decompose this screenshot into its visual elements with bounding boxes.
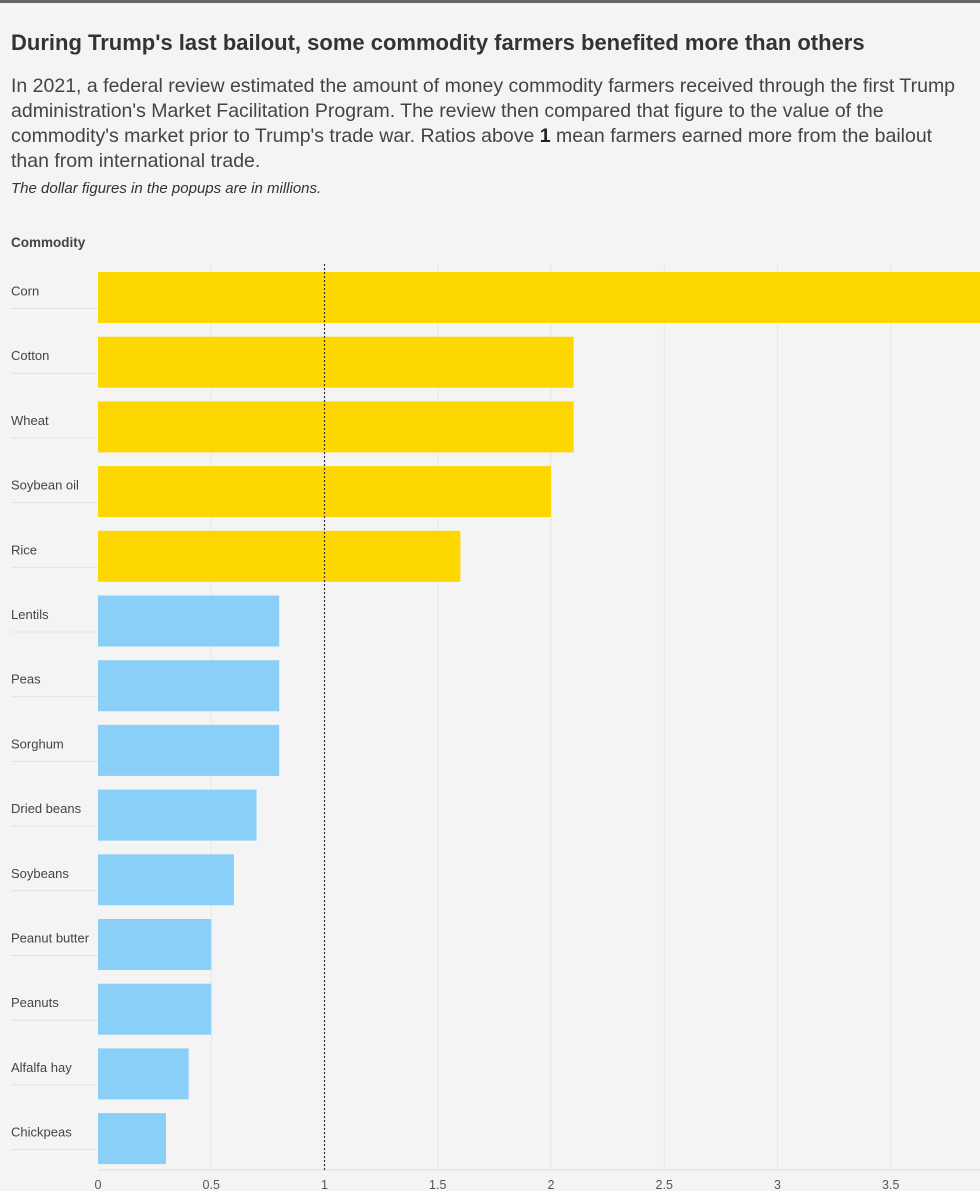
desc-line-2: administration's Market Facilitation Pro… (11, 100, 884, 122)
bar-peanut-butter (98, 919, 212, 970)
chart-note: The dollar figures in the popups are in … (11, 180, 322, 197)
bar-rice (98, 530, 461, 582)
x-tick-label: 2.5 (656, 1178, 673, 1191)
category-label: Rice (11, 542, 37, 557)
category-label: Peanuts (11, 995, 59, 1010)
category-label: Soybeans (11, 866, 69, 881)
desc-emphasis-one: 1 (539, 125, 551, 147)
chart-title: During Trump's last bailout, some commod… (11, 30, 865, 55)
y-axis-title: Commodity (11, 235, 86, 250)
category-label: Dried beans (11, 801, 82, 816)
bar-chickpeas (98, 1113, 166, 1165)
x-tick-label: 0 (95, 1178, 102, 1191)
bar-peanuts (98, 983, 212, 1035)
desc-line-1: In 2021, a federal review estimated the … (11, 75, 956, 97)
bar-wheat (98, 401, 574, 453)
category-label: Peanut butter (11, 931, 90, 946)
bar-dried-beans (98, 789, 257, 841)
desc-line-4: than from international trade. (11, 150, 261, 172)
x-tick-label: 3 (774, 1178, 781, 1191)
x-tick-label: 3.5 (882, 1178, 899, 1191)
chart-description: In 2021, a federal review estimated the … (11, 74, 980, 174)
category-label: Lentils (11, 607, 49, 622)
x-tick-label: 0.5 (203, 1178, 220, 1191)
x-tick-label: 2 (548, 1178, 555, 1191)
category-label: Peas (11, 672, 41, 687)
category-label: Chickpeas (11, 1125, 72, 1140)
bar-cotton (98, 336, 574, 388)
category-label: Corn (11, 284, 39, 299)
bar-corn (98, 272, 980, 323)
desc-line-3-end: mean farmers earned more from the bailou… (550, 125, 933, 147)
category-label: Cotton (11, 348, 49, 363)
bar-sorghum (98, 724, 280, 776)
category-label: Wheat (11, 413, 49, 428)
category-label: Soybean oil (11, 478, 79, 493)
bar-alfalfa-hay (98, 1048, 189, 1100)
category-label: Alfalfa hay (11, 1060, 72, 1075)
x-tick-label: 1 (321, 1178, 328, 1191)
bar-lentils (98, 595, 280, 647)
desc-line-3: commodity's market prior to Trump's trad… (11, 125, 540, 147)
bar-peas (98, 660, 280, 712)
category-label: Sorghum (11, 736, 64, 751)
x-tick-label: 1.5 (429, 1178, 446, 1191)
top-border (0, 0, 980, 3)
bar-soybeans (98, 854, 234, 906)
